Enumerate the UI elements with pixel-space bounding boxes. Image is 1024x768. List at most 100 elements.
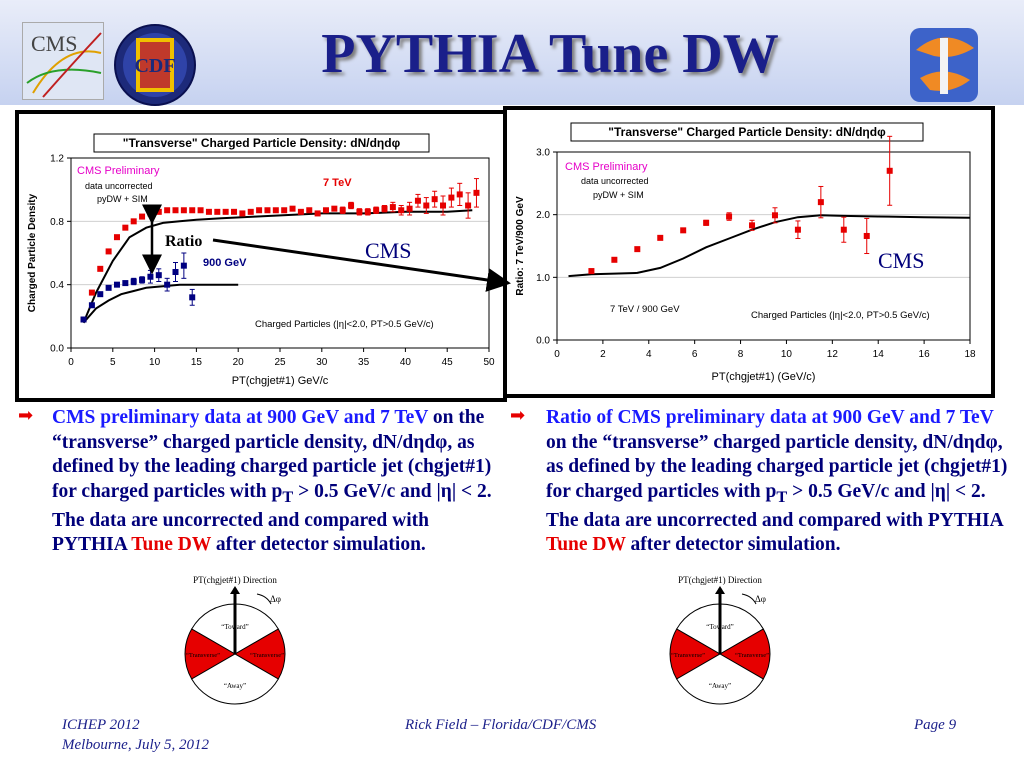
data-point <box>97 291 104 298</box>
diagram-transverse-right-label: “Transverse” <box>735 652 769 659</box>
data-point <box>726 213 733 220</box>
data-point <box>611 256 618 263</box>
x-tick-label: 35 <box>358 357 370 368</box>
diagram-toward-label: “Toward” <box>221 623 249 631</box>
data-point <box>297 208 304 215</box>
desc-right-body2: > 0.5 GeV/c and |η| < 2. The data are un… <box>546 480 1003 531</box>
data-point <box>122 224 129 231</box>
chart-title-box <box>570 122 924 142</box>
footer-author: Rick Field – Florida/CDF/CMS <box>405 717 597 733</box>
cms-logo-text: CMS <box>31 31 77 56</box>
y-axis-label: Charged Particle Density <box>27 193 38 312</box>
data-point <box>794 226 801 233</box>
data-point <box>180 207 187 214</box>
chart-density-svg: 0 5 10 15 20 25 30 35 40 45 50 0.0 0.4 0.8 1.2 PT(chgje… <box>27 133 495 387</box>
desc-left: CMS preliminary data at 900 GeV and 7 Te… <box>52 406 502 558</box>
data-point <box>189 294 196 301</box>
desc-right-body1: on the “transverse” charged particle den… <box>546 431 1008 502</box>
chart-title-box <box>93 133 430 153</box>
data-point <box>381 205 388 212</box>
annotation-label_900: 900 GeV <box>203 257 247 269</box>
data-point <box>440 202 447 209</box>
region-diagram-left: PT(chgjet#1) Direction Δφ “Toward” “Tran… <box>184 575 286 705</box>
data-point <box>680 227 687 234</box>
chart-title: "Transverse" Charged Particle Density: d… <box>123 136 401 150</box>
annotation-label_7tev: 7 TeV <box>323 177 352 189</box>
diagram-dphi-label: Δφ <box>755 594 766 604</box>
x-tick-label: 30 <box>316 357 328 368</box>
data-point <box>749 222 756 229</box>
desc-left-tune: Tune DW <box>131 534 211 556</box>
data-point <box>863 232 870 239</box>
data-point <box>113 281 120 288</box>
desc-left-highlight: CMS preliminary data at 900 GeV and 7 Te… <box>52 407 428 428</box>
florida-logo <box>904 20 984 108</box>
x-tick-label: 20 <box>233 357 245 368</box>
desc-left-sub: T <box>282 487 294 506</box>
footer-page-number: Page 9 <box>914 717 957 733</box>
data-point <box>197 207 204 214</box>
y-axis-label: Ratio: 7 TeV/900 GeV <box>515 196 526 296</box>
data-point <box>423 202 430 209</box>
chart-ratio-svg: 0 2 4 6 8 10 12 14 16 18 0.0 1.0 2.0 3.0 PT(chgjet#1) … <box>515 122 976 383</box>
data-point <box>289 205 296 212</box>
diagram-away-label: “Away” <box>709 682 731 690</box>
data-point <box>239 210 246 217</box>
data-point <box>456 191 463 198</box>
desc-left-body2: > 0.5 GeV/c and |η| < 2. The data are un… <box>52 480 492 556</box>
annotation-prelim: CMS Preliminary <box>565 161 648 173</box>
y-tick-label: 1.2 <box>50 154 64 165</box>
data-point <box>465 202 472 209</box>
desc-right-sub: T <box>776 487 788 506</box>
x-axis-label: PT(chgjet#1) (GeV/c) <box>712 371 816 383</box>
x-tick-label: 16 <box>919 349 931 360</box>
y-tick-label: 3.0 <box>536 148 550 159</box>
data-point <box>657 234 664 241</box>
x-tick-label: 45 <box>442 357 454 368</box>
data-point <box>348 202 355 209</box>
data-point <box>214 208 221 215</box>
x-tick-label: 0 <box>554 349 560 360</box>
diagram-toward-label: “Toward” <box>706 623 734 631</box>
footer-conference: ICHEP 2012 <box>62 717 140 733</box>
annotation-ratio_label: 7 TeV / 900 GeV <box>610 304 680 315</box>
data-point <box>130 278 137 285</box>
y-tick-label: 1.0 <box>536 273 550 284</box>
diagram-transverse-left-label: “Transverse” <box>186 652 220 659</box>
plot-frame <box>556 151 971 341</box>
mc-curve <box>568 214 971 278</box>
data-point <box>80 316 87 323</box>
desc-right-highlight: Ratio of CMS preliminary data at 900 GeV… <box>546 407 994 428</box>
cdf-logo-graphic: CDF <box>114 24 196 106</box>
x-tick-label: 6 <box>692 349 698 360</box>
data-point <box>634 246 641 253</box>
data-point <box>364 208 371 215</box>
data-point <box>139 276 146 283</box>
x-tick-label: 40 <box>400 357 412 368</box>
annotation-note2: pyDW + SIM <box>593 190 644 200</box>
mc-curve <box>82 283 239 324</box>
desc-right-body3: after detector simulation. <box>625 534 841 556</box>
data-point <box>172 269 179 275</box>
data-point <box>339 207 346 214</box>
data-point <box>164 281 171 288</box>
desc-right-tune: Tune DW <box>546 534 626 556</box>
data-point <box>205 208 212 215</box>
chart-title: "Transverse" Charged Particle Density: d… <box>608 125 886 139</box>
data-point <box>105 284 112 291</box>
data-point <box>88 289 95 296</box>
data-point <box>356 208 363 215</box>
data-point <box>771 212 778 219</box>
data-point <box>97 265 104 272</box>
annotation-cuts: Charged Particles (|η|<2.0, PT>0.5 GeV/c… <box>255 319 434 330</box>
data-point <box>139 213 146 220</box>
data-point <box>113 234 120 241</box>
chart-density: 0 5 10 15 20 25 30 35 40 45 50 0.0 0.4 0.8 1.2 PT(chgje… <box>15 110 507 402</box>
data-point <box>155 208 162 215</box>
data-point <box>398 207 405 214</box>
data-point <box>373 207 380 214</box>
diagram-away-label: “Away” <box>224 682 246 690</box>
region-diagram-right: PT(chgjet#1) Direction Δφ “Toward” “Tran… <box>669 575 771 705</box>
data-point <box>147 273 154 280</box>
data-point <box>122 280 129 287</box>
